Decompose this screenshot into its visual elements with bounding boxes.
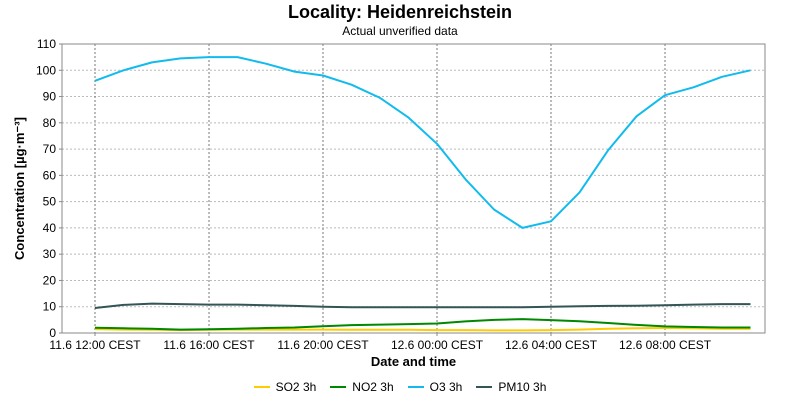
chart-title: Locality: Heidenreichstein [287,2,513,22]
y-axis-label: Concentration [µg·m⁻³] [12,117,27,260]
y-tick-label: 110 [37,37,56,51]
y-axis-ticks: 0 10 20 30 40 50 60 70 80 90 100 110 [36,37,62,340]
y-tick-label: 100 [36,63,56,77]
legend-swatch [407,386,424,388]
y-tick-label: 10 [43,300,57,314]
chart-subtitle: Actual unverified data [342,24,458,38]
x-axis-label: Date and time [371,354,456,369]
legend-item-so2-3h: SO2 3h [253,380,317,394]
legend-item-o3-3h: O3 3h [407,380,463,394]
y-tick-label: 80 [43,116,57,130]
x-tick-label: 12.6 00:00 CEST [391,338,484,352]
x-tick-label: 11.6 12:00 CEST [49,338,141,352]
grid [62,44,765,333]
x-tick-label: 12.6 08:00 CEST [619,338,712,352]
legend-label: PM10 3h [498,380,547,394]
y-tick-label: 90 [43,90,57,104]
legend-swatch [476,386,493,388]
y-tick-label: 60 [43,168,57,182]
legend-label: SO2 3h [275,380,317,394]
legend-swatch [253,386,270,388]
legend-label: NO2 3h [352,380,394,394]
y-tick-label: 0 [49,326,56,340]
y-tick-label: 20 [43,273,57,287]
series-line-o3-3h [94,56,751,229]
y-tick-label: 50 [43,195,57,209]
legend-swatch [330,386,347,388]
x-tick-label: 11.6 20:00 CEST [277,338,369,352]
series-line-pm10-3h [94,302,751,309]
x-axis-ticks: 11.6 12:00 CEST 11.6 16:00 CEST 11.6 20:00… [49,333,712,352]
legend-item-pm10-3h: PM10 3h [476,380,546,394]
y-tick-label: 70 [43,142,57,156]
x-tick-label: 11.6 16:00 CEST [163,338,255,352]
y-tick-label: 40 [43,221,57,235]
series-line-no2-3h [94,318,751,331]
legend-label: O3 3h [429,380,463,394]
legend-item-no2-3h: NO2 3h [330,380,394,394]
y-tick-label: 30 [43,247,57,261]
legend: SO2 3h NO2 3h O3 3h PM10 3h [0,380,800,394]
plot-area-border [61,43,766,334]
x-tick-label: 12.6 04:00 CEST [505,338,598,352]
series-lines [94,56,751,332]
